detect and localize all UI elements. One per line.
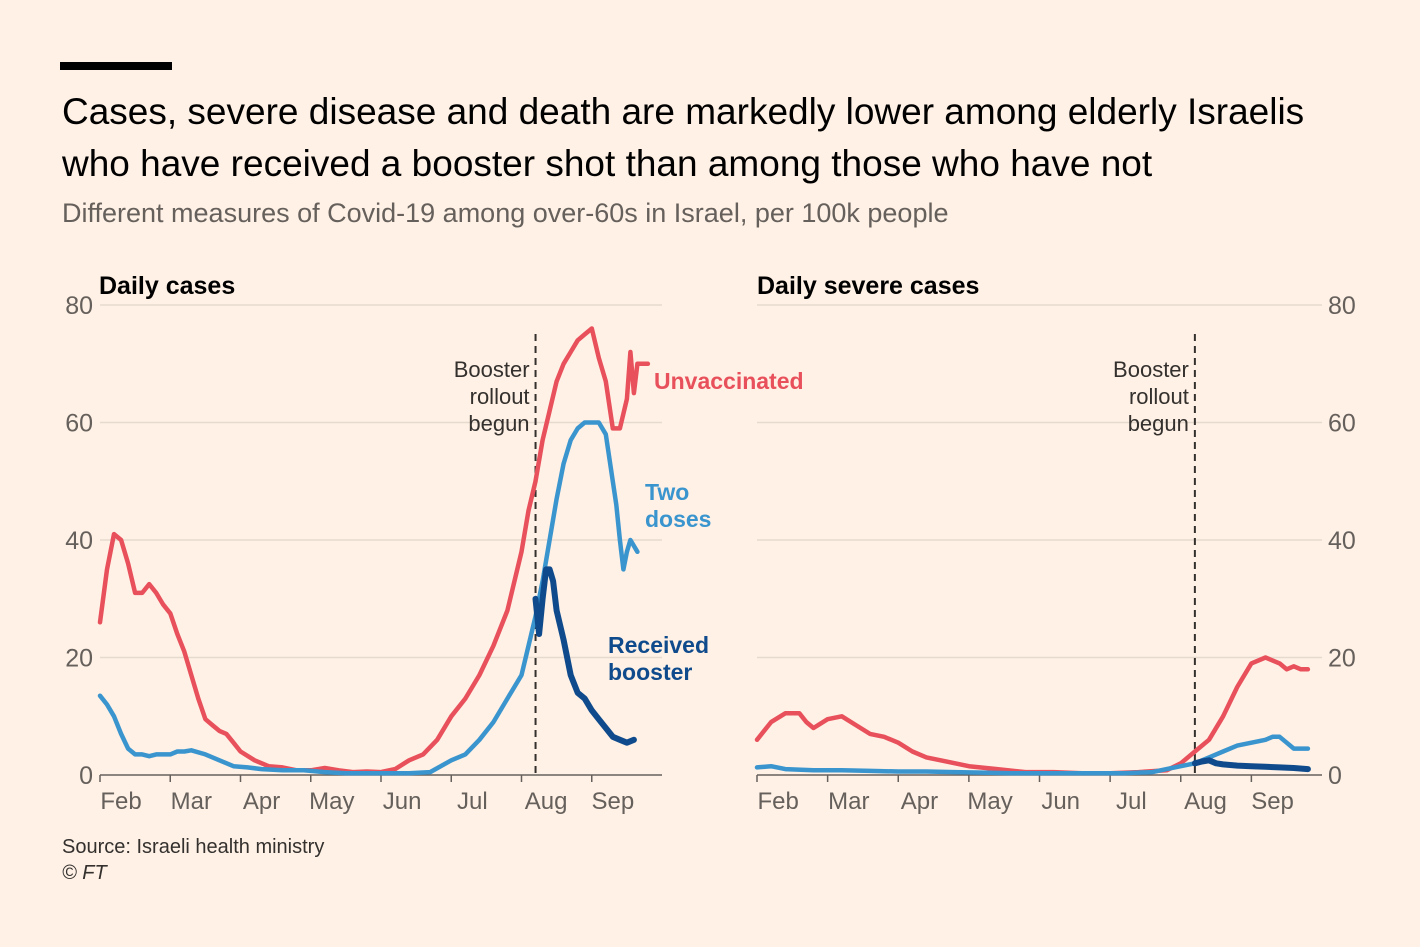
y-tick-label: 80: [1328, 292, 1356, 320]
x-tick-label: Apr: [243, 788, 280, 815]
chart-title: Cases, severe disease and death are mark…: [62, 91, 1305, 184]
series-label-unvaccinated: Unvaccinated: [654, 368, 804, 394]
booster-rollout-label: Booster: [1113, 357, 1189, 382]
y-tick-label: 40: [1328, 527, 1356, 555]
x-tick-label: Sep: [591, 788, 634, 815]
y-tick-label: 0: [1328, 762, 1342, 790]
x-tick-label: Jun: [383, 788, 422, 815]
chart-subtitle: Different measures of Covid-19 among ove…: [62, 198, 949, 228]
x-tick-label: Apr: [901, 788, 938, 815]
y-tick-label: 40: [65, 527, 93, 555]
series-line-received-booster: [532, 566, 637, 746]
x-tick-label: Aug: [525, 788, 568, 815]
x-tick-label: May: [309, 788, 354, 815]
booster-rollout-label: begun: [1128, 411, 1189, 436]
panel-title: Daily cases: [99, 272, 235, 300]
copyright-note: © FT: [62, 862, 107, 884]
x-tick-label: Jun: [1041, 788, 1080, 815]
panel-title: Daily severe cases: [757, 272, 979, 300]
series-label-two-doses: doses: [645, 506, 711, 532]
series-line-received-booster: [1191, 757, 1311, 773]
booster-rollout-label: begun: [468, 411, 529, 436]
x-tick-label: May: [967, 788, 1012, 815]
y-tick-label: 60: [1328, 410, 1356, 438]
footer: Source: Israeli health ministry © FT: [62, 834, 324, 886]
booster-rollout-label: rollout: [1129, 384, 1189, 409]
y-tick-label: 80: [65, 292, 93, 320]
x-tick-label: Aug: [1184, 788, 1227, 815]
x-tick-label: Jul: [1116, 788, 1147, 815]
booster-rollout-label: rollout: [470, 384, 530, 409]
x-tick-label: Feb: [100, 788, 141, 815]
x-tick-label: Jul: [457, 788, 488, 815]
series-label-received-booster: booster: [608, 659, 692, 685]
series-line-unvaccinated: [754, 655, 1311, 776]
series-line-two-doses: [97, 420, 640, 776]
x-tick-label: Mar: [828, 788, 869, 815]
y-tick-label: 20: [1328, 645, 1356, 673]
header-rule: [60, 62, 172, 70]
y-tick-label: 0: [79, 762, 93, 790]
series-label-two-doses: Two: [645, 479, 689, 505]
source-note: Source: Israeli health ministry: [62, 836, 325, 858]
panel-daily-severe-cases: Daily severe cases 0 20 40 60 80 Feb Mar Apr May J…: [754, 272, 1356, 815]
series-label-received-booster: Received: [608, 632, 709, 658]
y-tick-label: 60: [65, 410, 93, 438]
x-tick-label: Feb: [758, 788, 799, 815]
series-line-two-doses: [754, 734, 1311, 776]
x-tick-label: Mar: [171, 788, 212, 815]
panel-daily-cases: Daily cases 0 20 40 60 80 Feb Mar Apr May Jun Jul Au…: [65, 272, 803, 815]
x-tick-label: Sep: [1251, 788, 1294, 815]
y-tick-label: 20: [65, 645, 93, 673]
booster-rollout-label: Booster: [454, 357, 530, 382]
series-line-unvaccinated: [97, 326, 651, 775]
